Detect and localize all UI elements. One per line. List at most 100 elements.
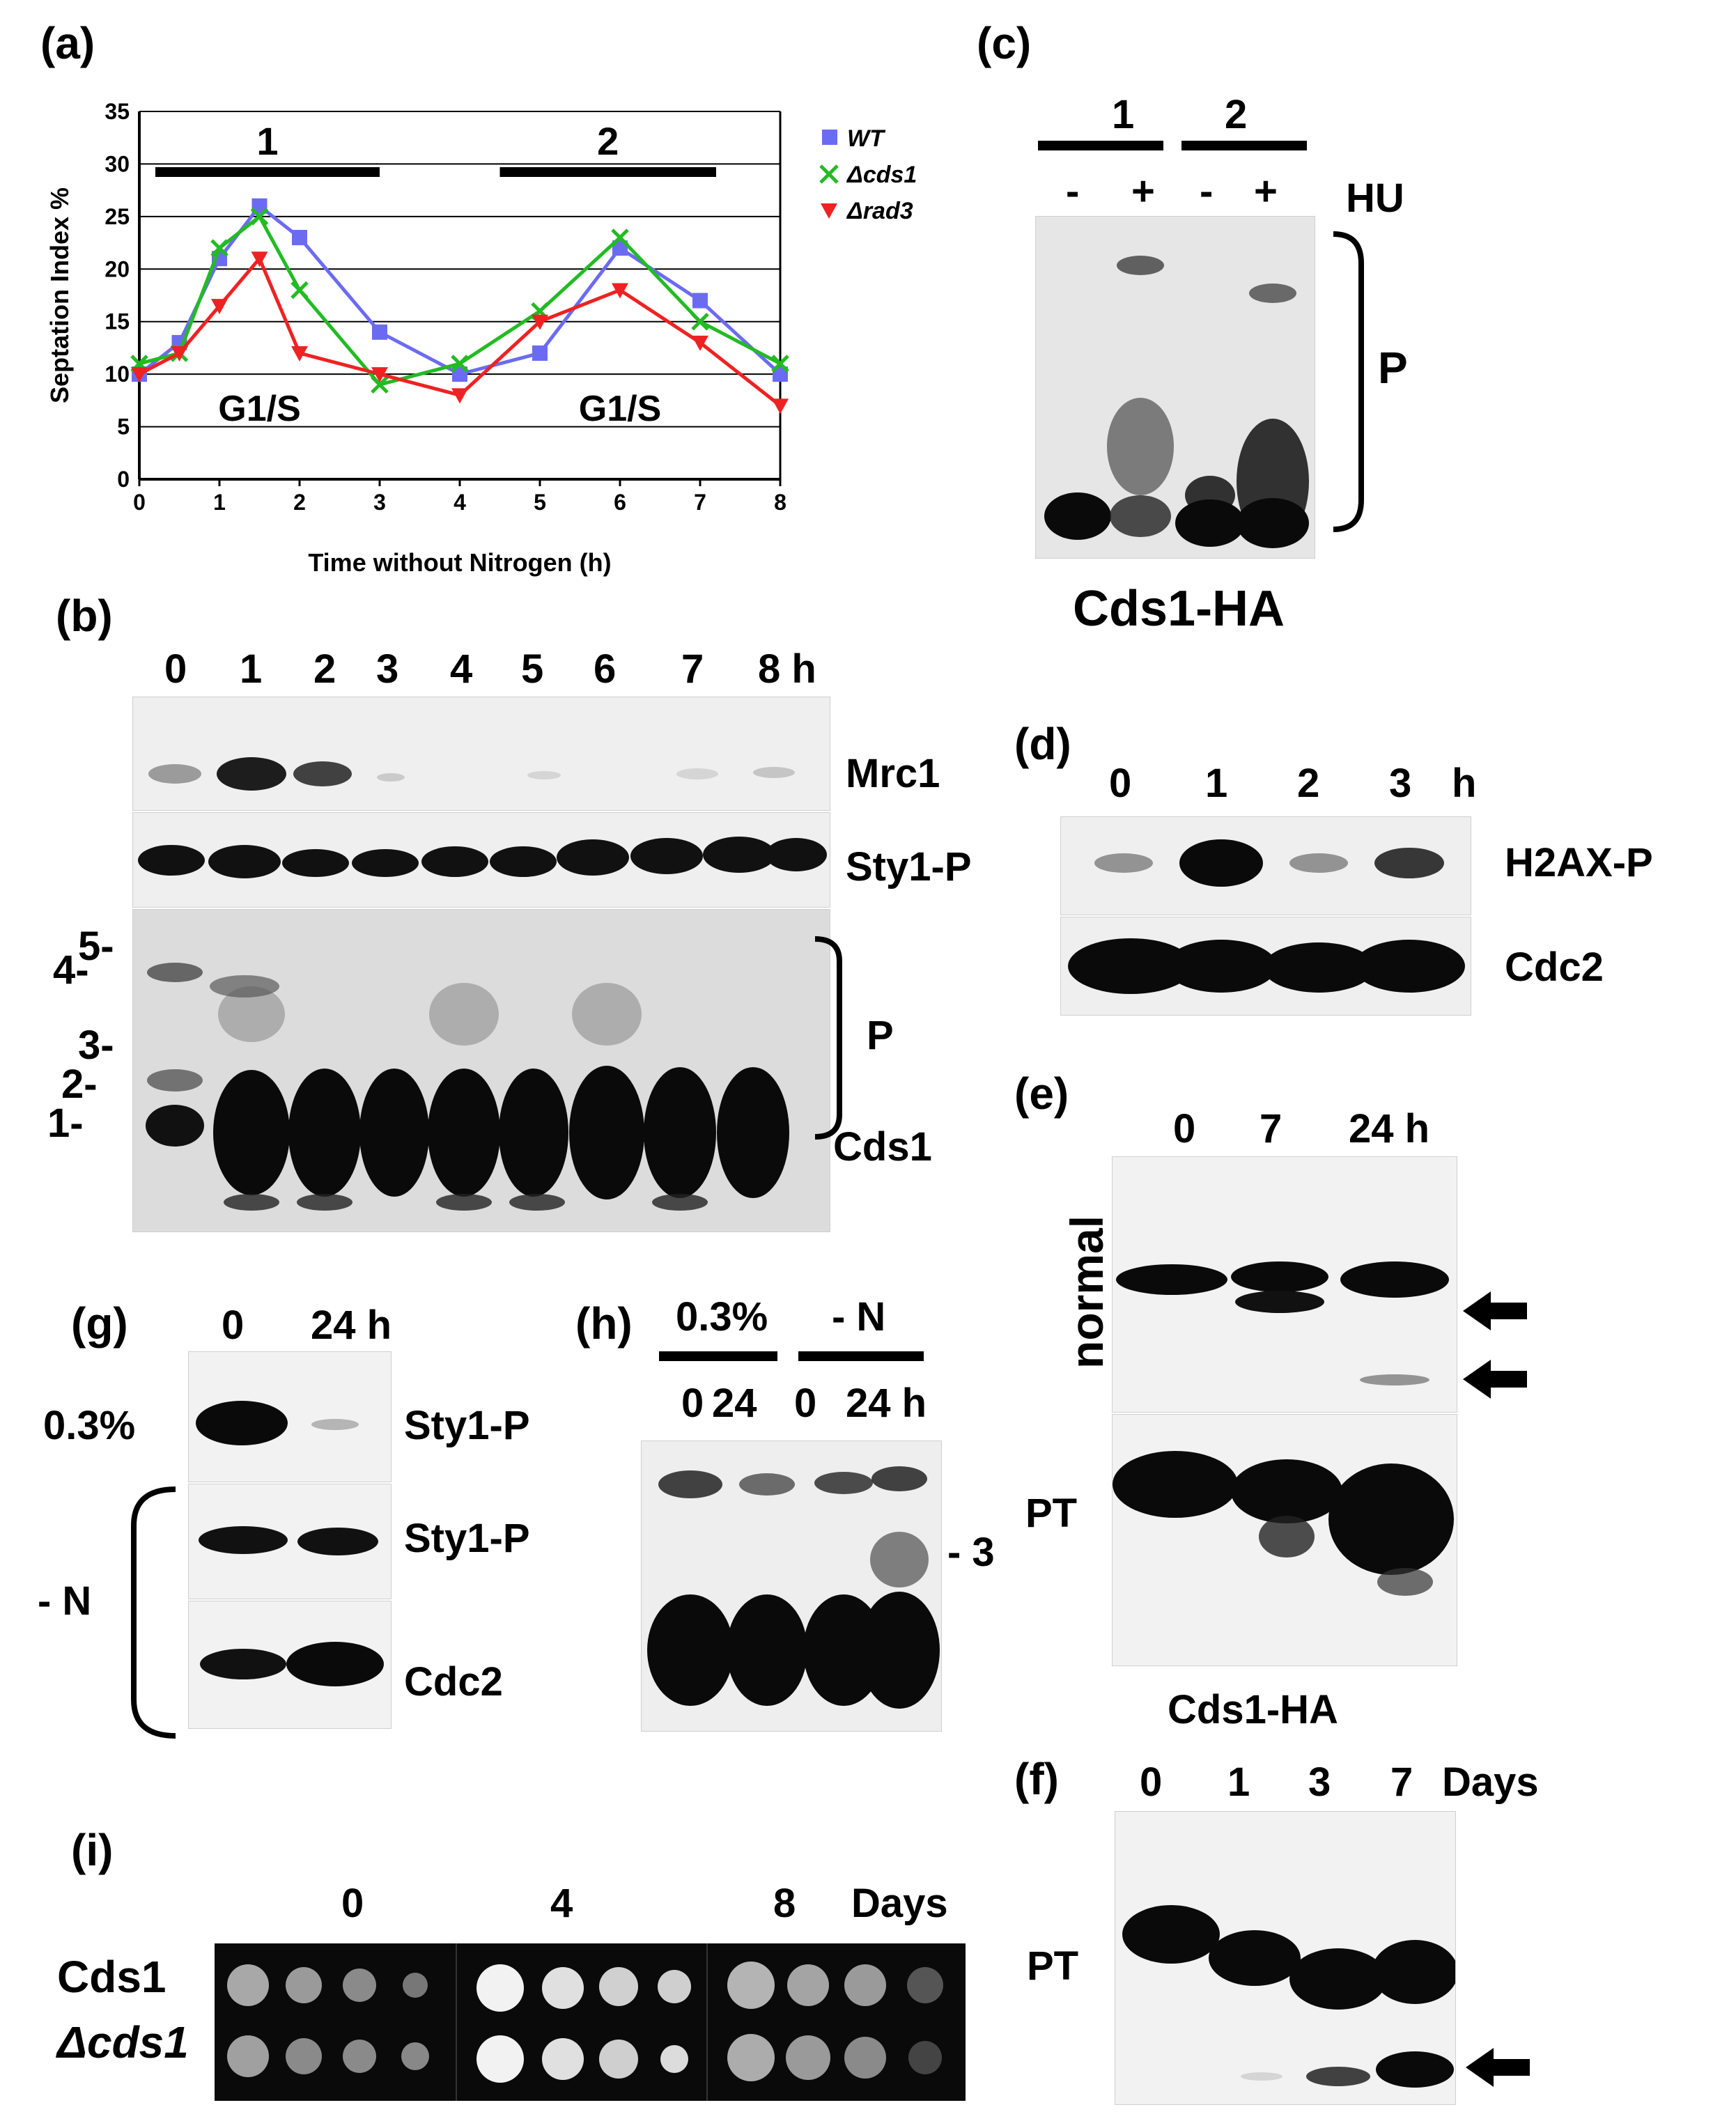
group-bar: [1038, 141, 1163, 150]
y-tick-label: 30: [104, 151, 130, 176]
lane-label: h: [1452, 761, 1477, 806]
data-point: [131, 367, 148, 383]
y-tick-label: 5: [117, 414, 130, 440]
marker-label: 2-: [61, 1062, 98, 1107]
data-point: [451, 388, 468, 404]
arrow-left-icon: [1466, 2048, 1530, 2087]
protein-label: Sty1-P: [404, 1403, 530, 1448]
period-label: 2: [597, 119, 619, 163]
data-point: [612, 240, 628, 256]
panel-letter-h: (h): [575, 1298, 633, 1349]
data-point: [291, 345, 308, 362]
y-tick-label: 25: [104, 204, 130, 229]
row-label: - N: [38, 1578, 92, 1624]
data-point: [532, 345, 548, 361]
data-point: [371, 375, 389, 394]
panel-letter-g: (g): [71, 1298, 128, 1349]
septation-line-chart: 0 5 10 15 20 25 30 35 0 1 2 3 4 5 6 7 8 Time without Nitr…: [45, 99, 917, 577]
lane-label: 7: [1260, 1106, 1282, 1151]
data-point: [211, 299, 228, 315]
group-label: - N: [832, 1294, 886, 1339]
y-tick-label: 0: [117, 467, 130, 492]
panel-letter-a: (a): [40, 18, 95, 68]
lane-label: 5: [521, 646, 544, 692]
protein-label: Sty1-P: [846, 844, 972, 890]
marker-label: 3-: [78, 1023, 114, 1068]
cds1-ha-blot-pt-f: [1115, 1811, 1456, 2105]
bracket-c: [1333, 231, 1364, 532]
y-tick-label: 10: [104, 362, 130, 387]
panel-letter-c: (c): [977, 18, 1032, 68]
arrow-left-icon: [1463, 1291, 1527, 1330]
group-label: 1: [1112, 92, 1135, 137]
lane-label: 24: [712, 1381, 757, 1426]
phase-label: G1/S: [579, 389, 662, 429]
sty1p-blot-g-mid: [188, 1484, 392, 1599]
strain-label: Δcds1: [57, 2017, 189, 2067]
cds1-blot-h: [641, 1440, 942, 1732]
protein-label: Cds1: [833, 1124, 932, 1170]
strain-label: Cds1: [57, 1952, 166, 2002]
lane-label: 1: [1227, 1760, 1250, 1805]
lane-label: 8 h: [758, 646, 816, 692]
lane-label: 0: [164, 646, 187, 692]
x-tick-label: 3: [373, 490, 386, 515]
data-point: [371, 367, 388, 383]
lane-label: 1: [240, 646, 263, 692]
cds1-ha-blot-c: [1035, 216, 1315, 559]
hu-sign: +: [1254, 169, 1278, 214]
bracket-label: P: [1378, 343, 1408, 393]
lane-label: 3: [1308, 1760, 1331, 1805]
sty1p-blot-b: [132, 812, 830, 908]
data-point: [292, 230, 307, 246]
data-point: [250, 208, 269, 226]
sty1p-blot-g-top: [188, 1351, 392, 1482]
marker-label: - 3: [947, 1530, 995, 1575]
group-bar: [1181, 141, 1307, 150]
lane-label: 3: [376, 646, 399, 692]
mrc1-blot: [132, 697, 830, 811]
hu-sign: -: [1200, 169, 1214, 214]
data-point: [692, 293, 708, 309]
data-point: [771, 355, 789, 373]
lane-label: 0: [794, 1381, 817, 1426]
y-tick-label: 15: [104, 309, 130, 334]
lane-label: 1: [1205, 761, 1228, 806]
blot-caption: Cds1-HA: [1073, 581, 1285, 637]
data-point: [692, 335, 708, 351]
bracket-g: [131, 1486, 176, 1739]
x-tick-label: 7: [694, 490, 706, 515]
marker-label: 4-: [53, 947, 89, 993]
hu-label: HU: [1346, 176, 1404, 221]
series-line: [138, 255, 782, 407]
lane-label: 7: [681, 646, 704, 692]
y-axis-label: Septation Index %: [45, 187, 74, 403]
panel-letter-e: (e): [1014, 1069, 1069, 1119]
blot-caption: Cds1-HA: [1168, 1687, 1338, 1732]
marker-label: 5-: [78, 924, 114, 969]
x-tick-label: 2: [293, 490, 306, 515]
x-tick-label: 8: [774, 490, 786, 515]
y-tick-label: 35: [104, 99, 130, 124]
legend-label: WT: [847, 125, 886, 152]
x-tick-label: 4: [454, 490, 466, 515]
data-point: [251, 251, 268, 267]
data-point: [773, 366, 788, 382]
data-point: [691, 312, 709, 331]
row-label: 0.3%: [43, 1403, 136, 1448]
period-bar: [499, 167, 716, 177]
data-point: [372, 324, 387, 340]
panel-letter-i: (i): [71, 1825, 114, 1875]
legend-label: Δcds1: [846, 162, 917, 188]
legend-marker: [822, 130, 837, 145]
group-label: 0.3%: [676, 1294, 768, 1339]
lane-label: 24 h: [846, 1381, 927, 1426]
lane-label: 4: [450, 646, 473, 692]
series-line: [138, 203, 782, 376]
x-tick-label: 6: [614, 490, 626, 515]
legend-marker: [821, 203, 837, 219]
spot-assay-plate: [215, 1943, 966, 2101]
h2ax-blot: [1060, 816, 1471, 915]
period-label: 1: [256, 119, 278, 163]
day-label: 4: [550, 1881, 573, 1926]
